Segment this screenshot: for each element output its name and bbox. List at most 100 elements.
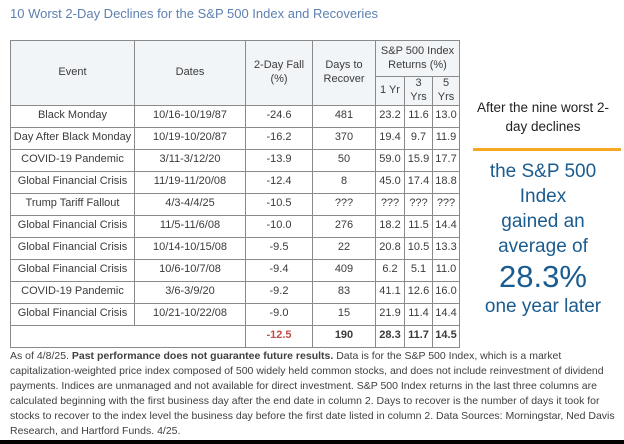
table-row: Black Monday 10/16-10/19/87 -24.6 481 23… [10,104,460,128]
return-3yrs-cell: 10.5 [404,236,433,260]
days-cell: 15 [312,302,376,326]
dates-cell: 10/16-10/19/87 [134,104,246,128]
event-cell: Global Financial Crisis [10,214,135,238]
callout-headline-line: gained an [501,211,585,232]
callout-big-value: 28.3% [499,259,587,294]
return-5yrs-cell: 18.8 [432,170,460,194]
fall-cell: -9.4 [245,258,313,282]
col-header-1yr: 1 Yr [375,76,405,106]
fall-cell: -12.4 [245,170,313,194]
event-cell: Global Financial Crisis [10,258,135,282]
return-1yr-cell: 59.0 [375,148,405,172]
return-1yr-cell: 19.4 [375,126,405,150]
dates-cell: 11/19-11/20/08 [134,170,246,194]
average-row: -12.5 190 28.3 11.7 14.5 [10,324,460,348]
return-5yrs-cell: 13.3 [432,236,460,260]
return-1yr-cell: ??? [375,192,405,216]
fall-cell: -24.6 [245,104,313,128]
dates-cell: 10/14-10/15/08 [134,236,246,260]
dates-cell: 11/5-11/6/08 [134,214,246,238]
dates-cell: 10/21-10/22/08 [134,302,246,326]
return-3yrs-cell: 9.7 [404,126,433,150]
table-row: Global Financial Crisis 10/6-10/7/08 -9.… [10,258,460,282]
return-1yr-cell: 21.9 [375,302,405,326]
days-cell: 370 [312,126,376,150]
table-row: Day After Black Monday 10/19-10/20/87 -1… [10,126,460,150]
table-row: Trump Tariff Fallout 4/3-4/4/25 -10.5 ??… [10,192,460,216]
dates-cell: 3/11-3/12/20 [134,148,246,172]
table-row: Global Financial Crisis 10/21-10/22/08 -… [10,302,460,326]
table-row: COVID-19 Pandemic 3/11-3/12/20 -13.9 50 … [10,148,460,172]
average-fall-cell: -12.5 [245,324,313,348]
dates-cell: 10/6-10/7/08 [134,258,246,282]
return-1yr-cell: 20.8 [375,236,405,260]
days-cell: 22 [312,236,376,260]
event-cell: Trump Tariff Fallout [10,192,135,216]
callout-panel: After the nine worst 2-day declines the … [462,98,624,319]
return-1yr-cell: 6.2 [375,258,405,282]
days-cell: 481 [312,104,376,128]
return-5yrs-cell: 13.0 [432,104,460,128]
return-3yrs-cell: 5.1 [404,258,433,282]
footnote: As of 4/8/25. Past performance does not … [10,349,616,439]
footnote-bold: Past performance does not guarantee futu… [71,350,334,362]
event-cell: COVID-19 Pandemic [10,148,135,172]
event-cell: Global Financial Crisis [10,170,135,194]
event-cell: Day After Black Monday [10,126,135,150]
declines-table: Event Dates 2-Day Fall (%) Days to Recov… [10,40,460,348]
return-3yrs-cell: 11.5 [404,214,433,238]
footnote-prefix: As of 4/8/25. [10,350,72,362]
footnote-rest: Data is for the S&P 500 Index, which is … [10,350,615,437]
table-row: Global Financial Crisis 10/14-10/15/08 -… [10,236,460,260]
event-cell: Global Financial Crisis [10,236,135,260]
average-label-cell [10,324,246,348]
return-5yrs-cell: 11.9 [432,126,460,150]
return-5yrs-cell: 17.7 [432,148,460,172]
event-cell: COVID-19 Pandemic [10,280,135,304]
days-cell: 83 [312,280,376,304]
return-1yr-cell: 23.2 [375,104,405,128]
callout-headline-line: the S&P 500 [489,161,597,182]
event-cell: Black Monday [10,104,135,128]
return-5yrs-cell: 16.0 [432,280,460,304]
event-cell: Global Financial Crisis [10,302,135,326]
bottom-bar [0,440,624,444]
callout-intro-text: After the nine worst 2-day declines [476,100,610,134]
col-header-3yrs: 3 Yrs [404,76,433,106]
return-1yr-cell: 18.2 [375,214,405,238]
average-3yrs-cell: 11.7 [404,324,433,348]
return-3yrs-cell: 11.4 [404,302,433,326]
fall-cell: -9.0 [245,302,313,326]
dates-cell: 10/19-10/20/87 [134,126,246,150]
table-row: Global Financial Crisis 11/5-11/6/08 -10… [10,214,460,238]
days-cell: 409 [312,258,376,282]
return-5yrs-cell: 14.4 [432,214,460,238]
return-1yr-cell: 41.1 [375,280,405,304]
average-days-cell: 190 [312,324,376,348]
return-1yr-cell: 45.0 [375,170,405,194]
average-1yr-cell: 28.3 [375,324,405,348]
col-header-dates: Dates [134,40,246,106]
return-5yrs-cell: ??? [432,192,460,216]
table-row: Global Financial Crisis 11/19-11/20/08 -… [10,170,460,194]
return-3yrs-cell: 17.4 [404,170,433,194]
average-5yrs-cell: 14.5 [432,324,460,348]
fall-cell: -10.0 [245,214,313,238]
days-cell: 276 [312,214,376,238]
page-title: 10 Worst 2-Day Declines for the S&P 500 … [10,6,379,21]
col-header-returns-group: S&P 500 Index Returns (%) [375,40,460,77]
days-cell: 8 [312,170,376,194]
callout-headline: the S&P 500 Index gained an average of [462,159,624,259]
return-5yrs-cell: 11.0 [432,258,460,282]
dates-cell: 3/6-3/9/20 [134,280,246,304]
days-cell: 50 [312,148,376,172]
orange-divider [473,148,621,151]
return-3yrs-cell: 12.6 [404,280,433,304]
return-3yrs-cell: 11.6 [404,104,433,128]
col-header-5yrs: 5 Yrs [432,76,460,106]
fall-cell: -13.9 [245,148,313,172]
callout-suffix-text: one year later [484,296,602,317]
callout-headline-line: average of [498,236,588,257]
fall-cell: -10.5 [245,192,313,216]
col-header-fall: 2-Day Fall (%) [245,40,313,106]
